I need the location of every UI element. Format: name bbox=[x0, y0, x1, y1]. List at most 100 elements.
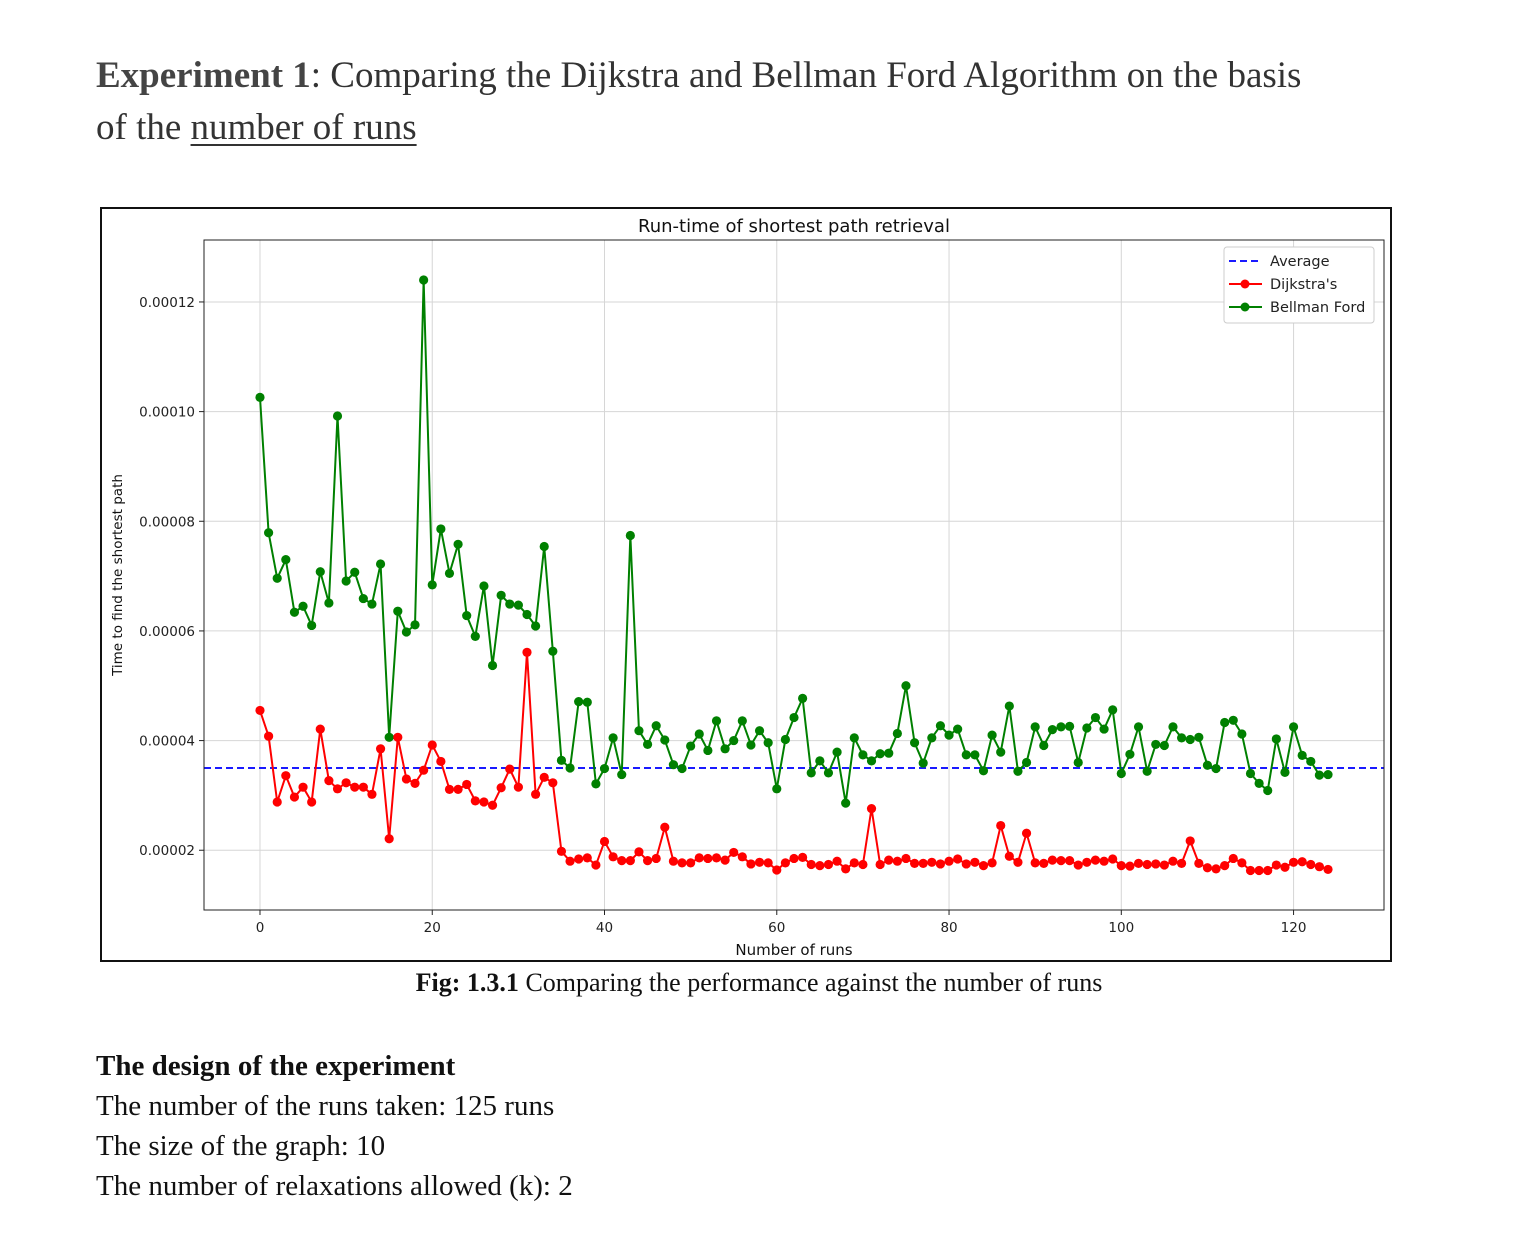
data-point-bellman-ford bbox=[264, 528, 274, 538]
series-dijkstra-s bbox=[255, 647, 1333, 876]
data-point-bellman-ford bbox=[815, 756, 825, 766]
y-tick-label: 0.00002 bbox=[139, 843, 195, 859]
data-point-dijkstra-s bbox=[1323, 864, 1333, 875]
data-point-dijkstra-s bbox=[978, 860, 989, 871]
data-point-bellman-ford bbox=[677, 763, 687, 774]
data-point-dijkstra-s bbox=[1039, 858, 1049, 869]
data-point-bellman-ford bbox=[1185, 734, 1195, 745]
data-point-bellman-ford bbox=[574, 697, 584, 707]
data-point-dijkstra-s bbox=[479, 797, 489, 807]
data-point-bellman-ford bbox=[935, 721, 946, 731]
data-point-bellman-ford bbox=[599, 763, 610, 774]
data-point-bellman-ford bbox=[961, 750, 971, 760]
data-point-bellman-ford bbox=[806, 768, 816, 778]
data-point-dijkstra-s bbox=[875, 859, 885, 870]
data-point-dijkstra-s bbox=[1065, 856, 1075, 866]
data-point-dijkstra-s bbox=[1220, 860, 1230, 871]
data-point-bellman-ford bbox=[341, 576, 351, 586]
data-point-bellman-ford bbox=[1082, 723, 1092, 733]
data-point-bellman-ford bbox=[436, 524, 446, 534]
data-point-bellman-ford bbox=[686, 741, 696, 751]
data-point-dijkstra-s bbox=[1151, 859, 1161, 869]
data-point-bellman-ford bbox=[1021, 757, 1032, 768]
data-point-dijkstra-s bbox=[961, 859, 971, 869]
data-point-bellman-ford bbox=[375, 559, 386, 569]
data-point-dijkstra-s bbox=[470, 796, 480, 806]
data-point-bellman-ford bbox=[1056, 722, 1066, 732]
data-point-bellman-ford bbox=[987, 730, 997, 740]
data-point-dijkstra-s bbox=[892, 856, 902, 866]
data-point-bellman-ford bbox=[763, 738, 773, 748]
data-point-bellman-ford bbox=[866, 756, 877, 766]
data-point-bellman-ford bbox=[522, 609, 532, 620]
data-point-dijkstra-s bbox=[307, 797, 317, 807]
data-point-dijkstra-s bbox=[367, 789, 377, 799]
data-point-bellman-ford bbox=[625, 530, 635, 541]
data-point-dijkstra-s bbox=[806, 859, 816, 870]
data-point-dijkstra-s bbox=[556, 846, 567, 856]
data-point-bellman-ford bbox=[350, 567, 360, 577]
data-point-dijkstra-s bbox=[1280, 862, 1290, 872]
data-point-bellman-ford bbox=[453, 539, 463, 549]
data-point-dijkstra-s bbox=[1263, 865, 1273, 876]
x-tick-label: 120 bbox=[1281, 920, 1307, 936]
data-point-dijkstra-s bbox=[341, 778, 351, 788]
data-point-bellman-ford bbox=[1168, 722, 1178, 732]
data-point-dijkstra-s bbox=[539, 772, 549, 782]
data-point-dijkstra-s bbox=[1254, 865, 1264, 876]
x-tick-label: 40 bbox=[596, 920, 613, 936]
x-tick-label: 80 bbox=[940, 920, 957, 936]
x-tick-label: 60 bbox=[768, 920, 785, 936]
data-point-bellman-ford bbox=[1065, 721, 1075, 731]
data-point-dijkstra-s bbox=[642, 856, 653, 866]
chart-title: Run-time of shortest path retrieval bbox=[638, 216, 950, 237]
data-point-dijkstra-s bbox=[1185, 836, 1195, 846]
data-point-bellman-ford bbox=[1039, 740, 1049, 751]
data-point-dijkstra-s bbox=[1245, 865, 1256, 876]
data-point-dijkstra-s bbox=[565, 856, 575, 866]
legend-box bbox=[1223, 246, 1375, 324]
data-point-bellman-ford bbox=[901, 681, 911, 691]
data-point-bellman-ford bbox=[634, 726, 644, 736]
data-point-dijkstra-s bbox=[505, 764, 515, 774]
data-point-bellman-ford bbox=[1133, 722, 1144, 732]
data-point-dijkstra-s bbox=[272, 797, 282, 807]
data-point-bellman-ford bbox=[444, 568, 455, 578]
y-tick-label: 0.00008 bbox=[139, 514, 195, 530]
data-point-dijkstra-s bbox=[574, 854, 584, 864]
data-point-dijkstra-s bbox=[522, 647, 532, 657]
data-point-dijkstra-s bbox=[264, 731, 274, 741]
data-point-bellman-ford bbox=[970, 750, 980, 760]
data-point-bellman-ford bbox=[1202, 760, 1213, 770]
data-point-dijkstra-s bbox=[1237, 858, 1247, 868]
data-point-bellman-ford bbox=[694, 729, 704, 739]
data-point-bellman-ford bbox=[427, 580, 437, 590]
data-point-dijkstra-s bbox=[1073, 860, 1083, 870]
data-point-bellman-ford bbox=[1211, 763, 1221, 774]
x-axis-label: Number of runs bbox=[735, 941, 852, 959]
data-point-dijkstra-s bbox=[763, 858, 773, 868]
data-point-bellman-ford bbox=[315, 567, 325, 577]
data-point-bellman-ford bbox=[642, 739, 653, 750]
data-point-bellman-ford bbox=[307, 620, 317, 631]
y-axis-label: Time to find the shortest path bbox=[110, 474, 126, 677]
data-point-bellman-ford bbox=[1220, 717, 1230, 728]
legend: Average Dijkstra's Bellman Ford bbox=[1223, 246, 1375, 324]
data-point-dijkstra-s bbox=[427, 740, 437, 750]
data-point-dijkstra-s bbox=[358, 782, 368, 792]
data-point-dijkstra-s bbox=[1125, 861, 1135, 871]
data-point-bellman-ford bbox=[384, 732, 394, 742]
data-point-bellman-ford bbox=[668, 760, 679, 770]
data-point-dijkstra-s bbox=[789, 853, 799, 864]
legend-average-label: Average bbox=[1270, 254, 1330, 270]
data-point-dijkstra-s bbox=[608, 852, 618, 862]
data-point-dijkstra-s bbox=[737, 852, 747, 862]
data-point-bellman-ford bbox=[927, 733, 937, 743]
data-point-dijkstra-s bbox=[1090, 855, 1101, 865]
data-point-bellman-ford bbox=[462, 610, 472, 621]
data-point-dijkstra-s bbox=[1116, 860, 1126, 871]
data-point-dijkstra-s bbox=[1271, 860, 1281, 870]
data-point-dijkstra-s bbox=[255, 705, 265, 716]
data-point-bellman-ford bbox=[772, 784, 782, 794]
data-point-bellman-ford bbox=[1159, 740, 1169, 751]
